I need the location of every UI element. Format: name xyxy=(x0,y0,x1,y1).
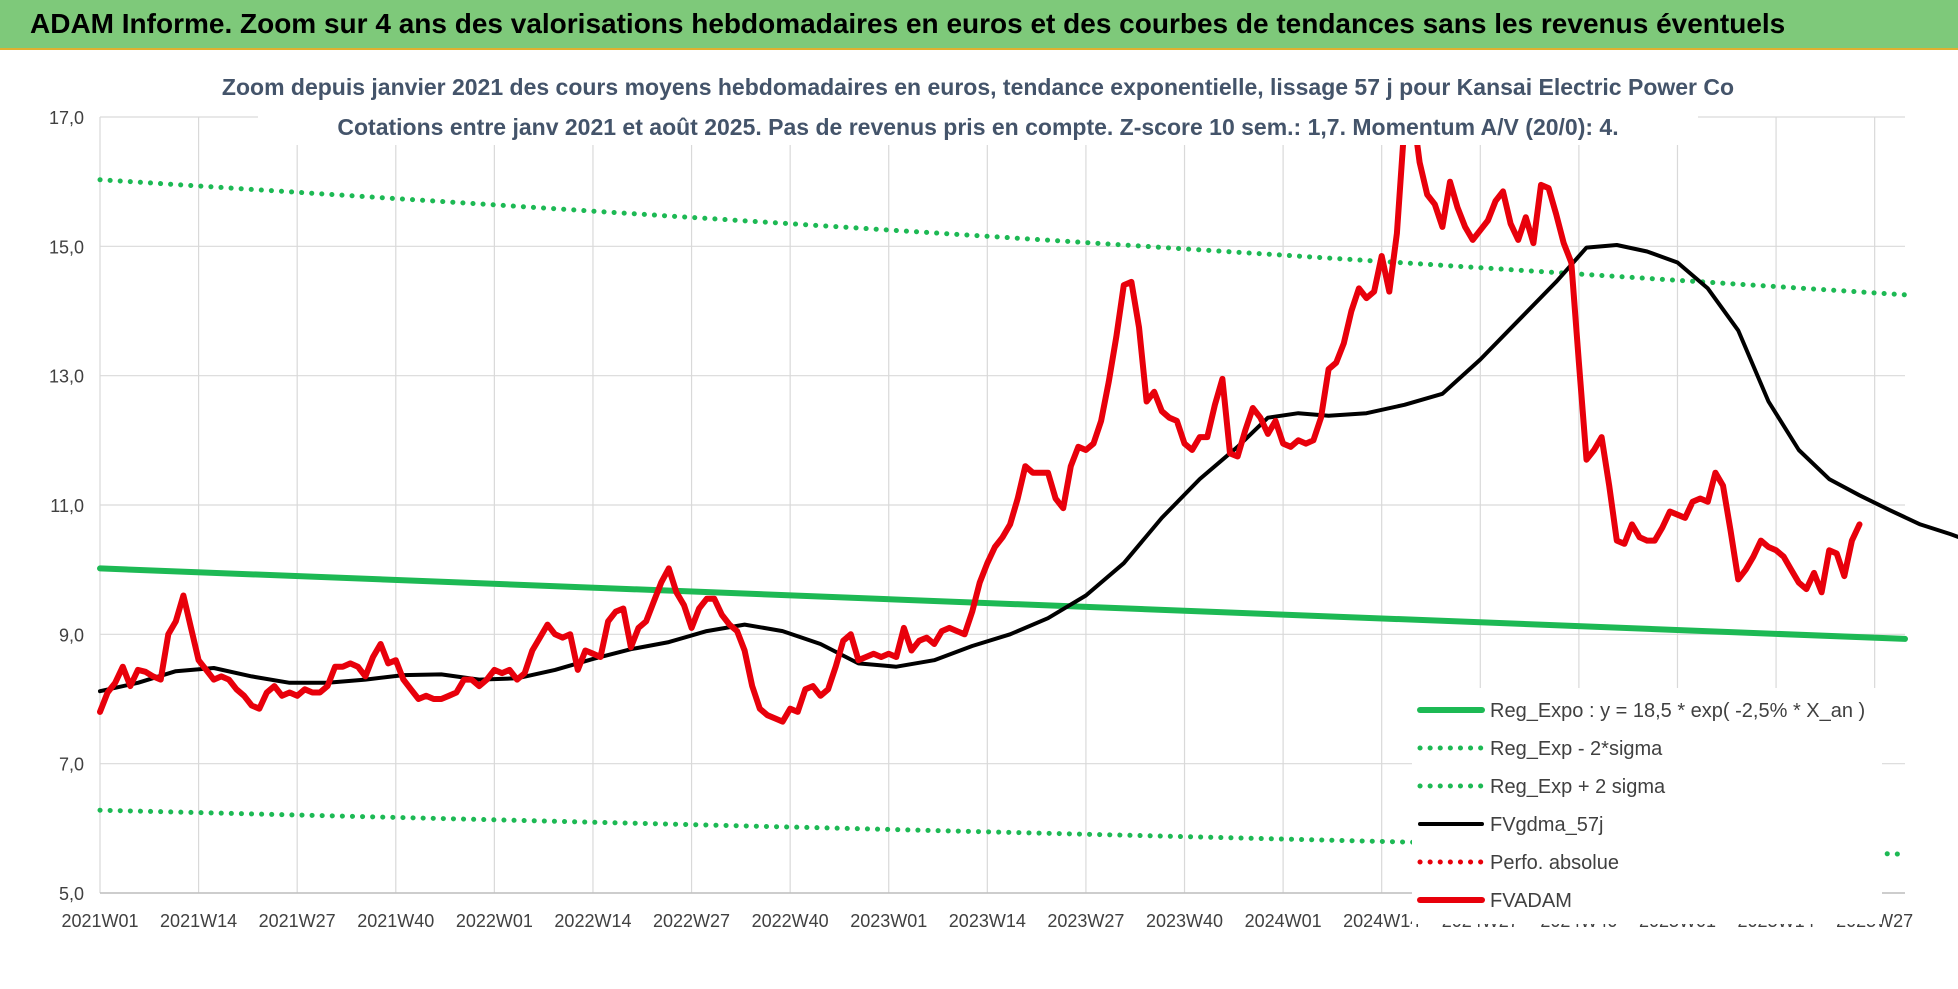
legend-label: FVgdma_57j xyxy=(1490,814,1603,836)
x-tick-label: 2021W14 xyxy=(160,911,237,931)
x-tick-label: 2022W01 xyxy=(456,911,533,931)
legend-label: Perfo. absolue xyxy=(1490,852,1619,874)
chart-area: Zoom depuis janvier 2021 des cours moyen… xyxy=(0,50,1958,984)
y-tick-label: 15,0 xyxy=(49,237,84,257)
x-tick-label: 2024W01 xyxy=(1245,911,1322,931)
y-tick-label: 7,0 xyxy=(59,755,84,775)
x-tick-label: 2023W27 xyxy=(1047,911,1124,931)
series-line xyxy=(98,243,1958,694)
legend-background xyxy=(1412,688,1882,924)
x-tick-label: 2024W14 xyxy=(1343,911,1420,931)
legend: Reg_Expo : y = 18,5 * exp( -2,5% * X_an … xyxy=(1412,688,1882,924)
legend-label: Reg_Expo : y = 18,5 * exp( -2,5% * X_an … xyxy=(1490,700,1865,722)
chart-title: Zoom depuis janvier 2021 des cours moyen… xyxy=(222,74,1734,100)
y-tick-label: 5,0 xyxy=(59,884,84,904)
series-line xyxy=(97,101,1863,725)
x-tick-label: 2021W27 xyxy=(259,911,336,931)
x-tick-label: 2021W01 xyxy=(61,911,138,931)
y-axis-ticks: 5,0 7,0 9,0 11,0 13,0 15,0 17,0 xyxy=(49,108,84,904)
x-tick-label: 2022W14 xyxy=(554,911,631,931)
line-chart: Zoom depuis janvier 2021 des cours moyen… xyxy=(0,50,1958,984)
x-tick-label: 2021W40 xyxy=(357,911,434,931)
legend-label: Reg_Exp - 2*sigma xyxy=(1490,738,1663,760)
series-line xyxy=(97,177,1908,298)
legend-label: FVADAM xyxy=(1490,890,1572,912)
title-banner: ADAM Informe. Zoom sur 4 ans des valoris… xyxy=(0,0,1958,50)
legend-label: Reg_Exp + 2 sigma xyxy=(1490,776,1666,798)
series-line xyxy=(97,565,1908,642)
x-tick-label: 2022W40 xyxy=(752,911,829,931)
x-tick-label: 2023W14 xyxy=(949,911,1026,931)
chart-subtitle: Cotations entre janv 2021 et août 2025. … xyxy=(337,114,1618,140)
y-tick-label: 9,0 xyxy=(59,625,84,645)
x-tick-label: 2022W27 xyxy=(653,911,730,931)
x-tick-label: 2023W40 xyxy=(1146,911,1223,931)
y-tick-label: 17,0 xyxy=(49,108,84,128)
y-tick-label: 13,0 xyxy=(49,367,84,387)
y-tick-label: 11,0 xyxy=(50,496,84,516)
x-tick-label: 2023W01 xyxy=(850,911,927,931)
banner-title: ADAM Informe. Zoom sur 4 ans des valoris… xyxy=(30,8,1786,39)
